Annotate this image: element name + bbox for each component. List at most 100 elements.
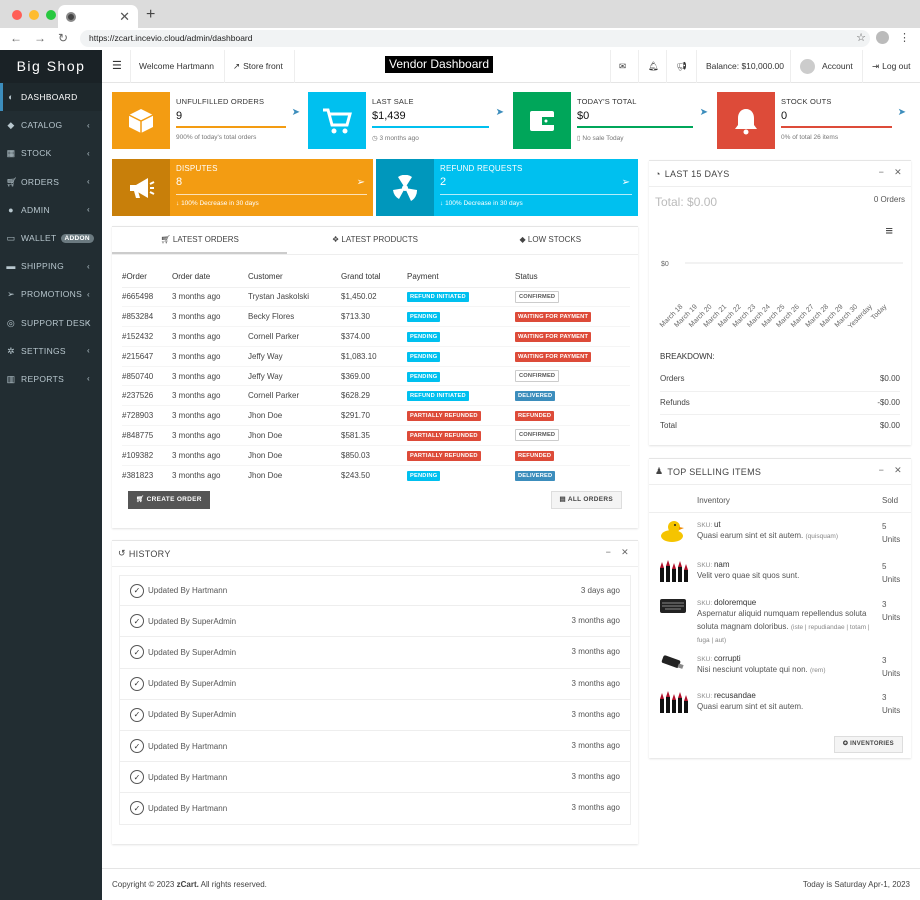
- sidebar-item-label: STOCK: [21, 148, 52, 159]
- forward-icon[interactable]: →: [34, 31, 46, 45]
- reload-icon[interactable]: ↻: [58, 31, 69, 45]
- address-bar[interactable]: https://zcart.incevio.cloud/admin/dashbo…: [80, 30, 870, 47]
- table-row[interactable]: #215647 3 months ago Jeffy Way $1,083.10 PEN…: [122, 345, 630, 367]
- arrow-right-icon[interactable]: ➤: [897, 107, 906, 118]
- order-number[interactable]: #215647: [122, 345, 172, 367]
- sidebar-item-admin[interactable]: ● ADMIN ‹: [0, 196, 102, 224]
- send-icon[interactable]: ➢: [621, 177, 630, 188]
- all-orders-button[interactable]: ▤ ALL ORDERS: [550, 491, 622, 509]
- todays-total-box[interactable]: TODAY'S TOTAL $0 ▯ No sale Today ➤: [513, 92, 713, 149]
- order-number[interactable]: #853284: [122, 306, 172, 327]
- order-number[interactable]: #109382: [122, 444, 172, 466]
- table-row[interactable]: #237526 3 months ago Cornell Parker $628.29…: [122, 385, 630, 406]
- new-tab-icon[interactable]: +: [146, 6, 156, 23]
- sidebar-item-stock[interactable]: ▦ STOCK ‹: [0, 139, 102, 167]
- table-row[interactable]: #850740 3 months ago Jeffy Way $369.00 PENDI…: [122, 365, 630, 386]
- refund-requests-box[interactable]: REFUND REQUESTS 2 ↓ 100% Decrease in 30 …: [376, 159, 638, 216]
- chart-menu-icon[interactable]: ≡: [885, 223, 893, 238]
- browser-tab[interactable]: ✕: [58, 5, 138, 28]
- order-number[interactable]: #152432: [122, 326, 172, 347]
- arrow-right-icon[interactable]: ➤: [699, 107, 708, 118]
- tab-latest-products[interactable]: ❖ LATEST PRODUCTS: [331, 235, 418, 244]
- collapse-icon[interactable]: −: [878, 465, 885, 475]
- table-row[interactable]: #109382 3 months ago Jhon Doe $850.03 PARTIA…: [122, 444, 630, 466]
- tab-low-stocks[interactable]: ◆ LOW STOCKS: [519, 235, 582, 244]
- close-icon[interactable]: ✕: [894, 465, 902, 475]
- sold-count: 3 Units: [882, 693, 901, 715]
- orders-tabs: 🛒︎ LATEST ORDERS ❖ LATEST PRODUCTS ◆ LOW…: [112, 227, 638, 255]
- check-circle-icon: ✓: [130, 801, 144, 816]
- close-tab-icon[interactable]: ✕: [119, 8, 130, 24]
- sidebar-item-orders[interactable]: 🛒︎ ORDERS ‹: [0, 168, 102, 196]
- arrow-right-icon[interactable]: ➤: [495, 107, 504, 118]
- bookmark-star-icon[interactable]: ☆: [856, 32, 866, 44]
- order-number[interactable]: #237526: [122, 385, 172, 406]
- top-selling-row[interactable]: SKU: corrupti Nisi nesciunt voluptate qui…: [649, 650, 911, 680]
- collapse-icon[interactable]: −: [605, 547, 612, 557]
- collapse-icon[interactable]: −: [878, 167, 885, 177]
- minimize-window-button[interactable]: [29, 10, 39, 20]
- addon-badge: ADDON: [60, 233, 94, 243]
- tab-latest-orders[interactable]: 🛒︎ LATEST ORDERS: [112, 227, 288, 254]
- send-icon[interactable]: ➢: [356, 177, 365, 188]
- order-number[interactable]: #381823: [122, 464, 172, 485]
- close-icon[interactable]: ✕: [621, 547, 629, 557]
- shop-logo[interactable]: Big Shop: [0, 50, 102, 83]
- sidebar-toggle-icon[interactable]: ☰: [112, 60, 122, 72]
- table-row[interactable]: #848775 3 months ago Jhon Doe $581.35 PARTIA…: [122, 425, 630, 446]
- bell-icon[interactable]: 🔔︎: [648, 61, 659, 71]
- top-selling-row[interactable]: SKU: ut Quasi earum sint et sit autem. (q…: [649, 516, 911, 548]
- close-icon[interactable]: ✕: [894, 167, 902, 177]
- today-date: Today is Saturday Apr-1, 2023: [802, 880, 910, 889]
- sidebar-item-support-desk[interactable]: ◎ SUPPORT DESK ‹: [0, 309, 102, 337]
- arrow-right-icon[interactable]: ➤: [291, 107, 300, 118]
- table-row[interactable]: #152432 3 months ago Cornell Parker $374.00…: [122, 326, 630, 347]
- close-window-button[interactable]: [12, 10, 22, 20]
- back-icon[interactable]: ←: [10, 31, 22, 45]
- last-sale-box[interactable]: LAST SALE $1,439 ◷ 3 months ago ➤: [308, 92, 509, 149]
- envelope-icon[interactable]: ✉: [619, 61, 627, 71]
- sidebar-item-promotions[interactable]: ➢ PROMOTIONS ‹: [0, 280, 102, 308]
- profile-icon[interactable]: [876, 31, 889, 44]
- sidebar-item-settings[interactable]: ✲ SETTINGS ‹: [0, 337, 102, 365]
- table-row[interactable]: #665498 3 months ago Trystan Jaskolski $1,4…: [122, 286, 630, 307]
- create-order-button[interactable]: 🛒︎ CREATE ORDER: [128, 491, 210, 509]
- payment-cell: PENDING: [407, 365, 515, 386]
- top-selling-row[interactable]: SKU: doloremque Aspernatur aliquid numqua…: [649, 594, 911, 644]
- inventories-button[interactable]: ✪ INVENTORIES: [833, 736, 903, 753]
- top-selling-row[interactable]: SKU: nam Velit vero quae sit quos sunt. 5…: [649, 556, 911, 588]
- disputes-box[interactable]: DISPUTES 8 ↓ 100% Decrease in 30 days ➢: [112, 159, 373, 216]
- order-number[interactable]: #850740: [122, 365, 172, 386]
- sidebar-item-shipping[interactable]: ▬ SHIPPING ‹: [0, 252, 102, 280]
- sidebar-item-dashboard[interactable]: ◐ DASHBOARD: [0, 83, 102, 112]
- top-selling-row[interactable]: SKU: recusandae Quasi earum sint et sit a…: [649, 687, 911, 717]
- payment-cell: PARTIALLY REFUNDED: [407, 405, 515, 426]
- store-front-link[interactable]: ↗ Store front: [233, 50, 283, 83]
- order-number[interactable]: #728903: [122, 405, 172, 426]
- payment-cell: PARTIALLY REFUNDED: [407, 444, 515, 466]
- sold-column-header: Sold: [882, 496, 899, 505]
- maximize-window-button[interactable]: [46, 10, 56, 20]
- table-row[interactable]: #728903 3 months ago Jhon Doe $291.70 PARTIA…: [122, 405, 630, 426]
- unfulfilled-orders-box[interactable]: UNFULFILLED ORDERS 9 900% of today's total…: [112, 92, 305, 149]
- status-cell: CONFIRMED: [515, 425, 630, 446]
- item-description: Quasi earum sint et sit autem. (quisquam…: [697, 531, 839, 540]
- brand-link[interactable]: zCart.: [176, 880, 199, 889]
- history-text: Updated By Hartmann: [148, 772, 228, 782]
- account-menu[interactable]: Account: [800, 50, 853, 83]
- sidebar-item-wallet[interactable]: ▭ WALLET ADDON: [0, 224, 102, 252]
- table-row[interactable]: #853284 3 months ago Becky Flores $713.30 PE…: [122, 306, 630, 327]
- logout-button[interactable]: ⇥ Log out: [872, 50, 911, 83]
- payment-cell: PARTIALLY REFUNDED: [407, 425, 515, 446]
- column-header: #Order: [122, 267, 172, 288]
- order-number[interactable]: #665498: [122, 286, 172, 307]
- sidebar-item-catalog[interactable]: ◆ CATALOG ‹: [0, 111, 102, 139]
- browser-menu-icon[interactable]: ⋮: [899, 32, 910, 44]
- order-number[interactable]: #848775: [122, 425, 172, 446]
- stock-outs-box[interactable]: STOCK OUTS 0 0% of total 26 items ➤: [717, 92, 911, 149]
- table-row[interactable]: #381823 3 months ago Jhon Doe $243.50 PENDIN…: [122, 464, 630, 485]
- bullhorn-icon: [112, 159, 170, 216]
- map-icon: ▥: [6, 373, 16, 384]
- sidebar-item-reports[interactable]: ▥ REPORTS ‹: [0, 365, 102, 393]
- megaphone-icon[interactable]: 📢︎: [676, 61, 687, 71]
